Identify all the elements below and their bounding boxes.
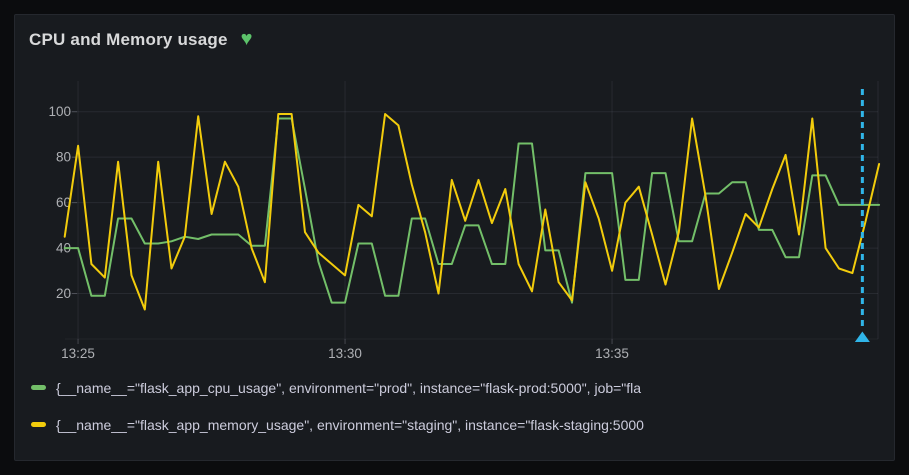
annotation-marker-triangle[interactable] bbox=[854, 331, 870, 343]
legend-item[interactable]: {__name__="flask_app_memory_usage", envi… bbox=[31, 414, 888, 435]
green-heart-icon: ♥ bbox=[240, 28, 253, 50]
y-axis-label: 100 bbox=[48, 104, 71, 119]
timeseries-chart[interactable]: 20 40 60 80 100 13:25 13:30 13:35 bbox=[15, 15, 896, 462]
y-axis-label: 40 bbox=[56, 241, 71, 256]
y-axis-label: 60 bbox=[56, 195, 71, 210]
legend-swatch[interactable] bbox=[31, 385, 46, 390]
y-axis-label: 80 bbox=[56, 150, 71, 165]
series-line-cpu-prod bbox=[63, 117, 881, 304]
series-line-memory-staging bbox=[63, 113, 881, 311]
panel-header[interactable]: CPU and Memory usage ♥ bbox=[29, 25, 884, 55]
legend-swatch[interactable] bbox=[31, 422, 46, 427]
legend-label[interactable]: {__name__="flask_app_memory_usage", envi… bbox=[56, 416, 644, 433]
grafana-panel: CPU and Memory usage ♥ 20 40 60 80 100 13:25 1… bbox=[14, 14, 895, 461]
x-axis-label: 13:25 bbox=[61, 346, 95, 361]
legend-label[interactable]: {__name__="flask_app_cpu_usage", environ… bbox=[56, 379, 642, 396]
y-axis-label: 20 bbox=[56, 286, 71, 301]
x-axis-label: 13:30 bbox=[328, 346, 362, 361]
panel-title: CPU and Memory usage bbox=[29, 30, 228, 49]
legend: {__name__="flask_app_cpu_usage", environ… bbox=[31, 377, 888, 451]
x-axis-label: 13:35 bbox=[595, 346, 629, 361]
legend-item[interactable]: {__name__="flask_app_cpu_usage", environ… bbox=[31, 377, 888, 398]
